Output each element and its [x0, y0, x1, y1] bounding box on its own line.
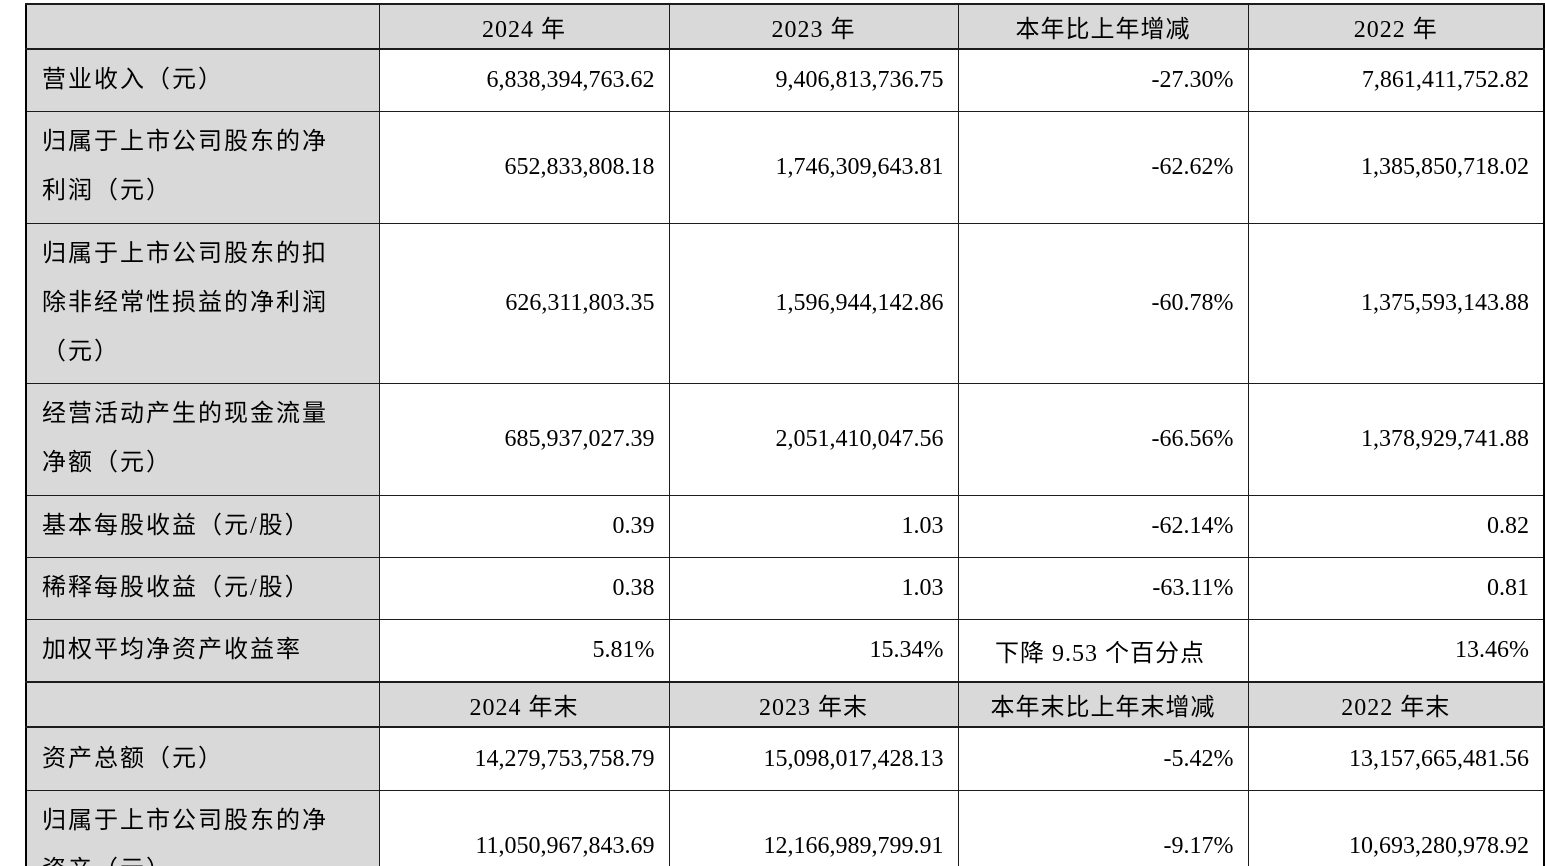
value-2024-eoy: 11,050,967,843.69 — [378, 789, 670, 866]
value-yoy-change: -63.11% — [957, 556, 1249, 620]
value-2022: 7,861,411,752.82 — [1247, 48, 1545, 113]
table-row-operating-revenue: 营业收入（元） 6,838,394,763.62 9,406,813,736.7… — [25, 48, 1545, 113]
row-label: 营业收入（元） — [25, 48, 380, 113]
financial-summary-table: 2024 年 2023 年 本年比上年增减 2022 年 营业收入（元） 6,8… — [25, 3, 1545, 866]
col-header-2022-eoy: 2022 年末 — [1247, 681, 1545, 729]
value-2022: 1,375,593,143.88 — [1247, 222, 1545, 385]
value-2024: 652,833,808.18 — [378, 111, 670, 224]
row-label: 经营活动产生的现金流量净额（元） — [25, 383, 380, 496]
value-2023-eoy: 12,166,989,799.91 — [668, 789, 959, 866]
table-row-operating-cash-flow: 经营活动产生的现金流量净额（元） 685,937,027.39 2,051,41… — [25, 383, 1545, 496]
value-2024: 5.81% — [378, 618, 670, 683]
value-2024: 0.38 — [378, 556, 670, 620]
value-2022: 0.82 — [1247, 494, 1545, 558]
annual-header-row: 2024 年 2023 年 本年比上年增减 2022 年 — [25, 3, 1545, 50]
value-2024: 6,838,394,763.62 — [378, 48, 670, 113]
value-2022-eoy: 10,693,280,978.92 — [1247, 789, 1545, 866]
value-2022: 0.81 — [1247, 556, 1545, 620]
row-label: 归属于上市公司股东的净利润（元） — [25, 111, 380, 224]
table-row-net-profit-attributable: 归属于上市公司股东的净利润（元） 652,833,808.18 1,746,30… — [25, 111, 1545, 224]
value-yoy-change: -62.14% — [957, 494, 1249, 558]
col-header-2024-eoy: 2024 年末 — [378, 681, 670, 729]
value-eoy-change: -5.42% — [957, 726, 1249, 791]
value-2022-eoy: 13,157,665,481.56 — [1247, 726, 1545, 791]
value-2022: 1,378,929,741.88 — [1247, 383, 1545, 496]
value-2023: 15.34% — [668, 618, 959, 683]
col-header-2023: 2023 年 — [668, 3, 959, 50]
row-label: 资产总额（元） — [25, 726, 380, 791]
col-header-2022: 2022 年 — [1247, 3, 1545, 50]
col-header-yoy-change: 本年比上年增减 — [957, 3, 1249, 50]
value-2023: 9,406,813,736.75 — [668, 48, 959, 113]
value-2022: 1,385,850,718.02 — [1247, 111, 1545, 224]
value-2023: 1,596,944,142.86 — [668, 222, 959, 385]
value-eoy-change: -9.17% — [957, 789, 1249, 866]
corner-cell — [25, 681, 380, 729]
value-2024: 626,311,803.35 — [378, 222, 670, 385]
value-2023: 1.03 — [668, 556, 959, 620]
row-label: 基本每股收益（元/股） — [25, 494, 380, 558]
col-header-2023-eoy: 2023 年末 — [668, 681, 959, 729]
value-yoy-change: -66.56% — [957, 383, 1249, 496]
table-row-net-assets-attributable: 归属于上市公司股东的净资产（元） 11,050,967,843.69 12,16… — [25, 789, 1545, 866]
value-2022: 13.46% — [1247, 618, 1545, 683]
col-header-eoy-change: 本年末比上年末增减 — [957, 681, 1249, 729]
value-yoy-change: -62.62% — [957, 111, 1249, 224]
value-2024: 0.39 — [378, 494, 670, 558]
row-label: 归属于上市公司股东的扣除非经常性损益的净利润（元） — [25, 222, 380, 385]
value-yoy-change: -27.30% — [957, 48, 1249, 113]
value-2023: 1.03 — [668, 494, 959, 558]
eoy-header-row: 2024 年末 2023 年末 本年末比上年末增减 2022 年末 — [25, 681, 1545, 729]
table-row-diluted-eps: 稀释每股收益（元/股） 0.38 1.03 -63.11% 0.81 — [25, 556, 1545, 620]
value-2023-eoy: 15,098,017,428.13 — [668, 726, 959, 791]
table-row-weighted-avg-roe: 加权平均净资产收益率 5.81% 15.34% 下降 9.53 个百分点 13.… — [25, 618, 1545, 683]
value-2024-eoy: 14,279,753,758.79 — [378, 726, 670, 791]
value-yoy-change: -60.78% — [957, 222, 1249, 385]
value-2023: 1,746,309,643.81 — [668, 111, 959, 224]
value-2023: 2,051,410,047.56 — [668, 383, 959, 496]
table-row-net-profit-excl-nonrecurring: 归属于上市公司股东的扣除非经常性损益的净利润（元） 626,311,803.35… — [25, 222, 1545, 385]
row-label: 稀释每股收益（元/股） — [25, 556, 380, 620]
corner-cell — [25, 3, 380, 50]
value-yoy-change: 下降 9.53 个百分点 — [957, 618, 1249, 683]
value-2024: 685,937,027.39 — [378, 383, 670, 496]
col-header-2024: 2024 年 — [378, 3, 670, 50]
row-label: 归属于上市公司股东的净资产（元） — [25, 789, 380, 866]
table-row-total-assets: 资产总额（元） 14,279,753,758.79 15,098,017,428… — [25, 726, 1545, 791]
row-label: 加权平均净资产收益率 — [25, 618, 380, 683]
table-row-basic-eps: 基本每股收益（元/股） 0.39 1.03 -62.14% 0.82 — [25, 494, 1545, 558]
